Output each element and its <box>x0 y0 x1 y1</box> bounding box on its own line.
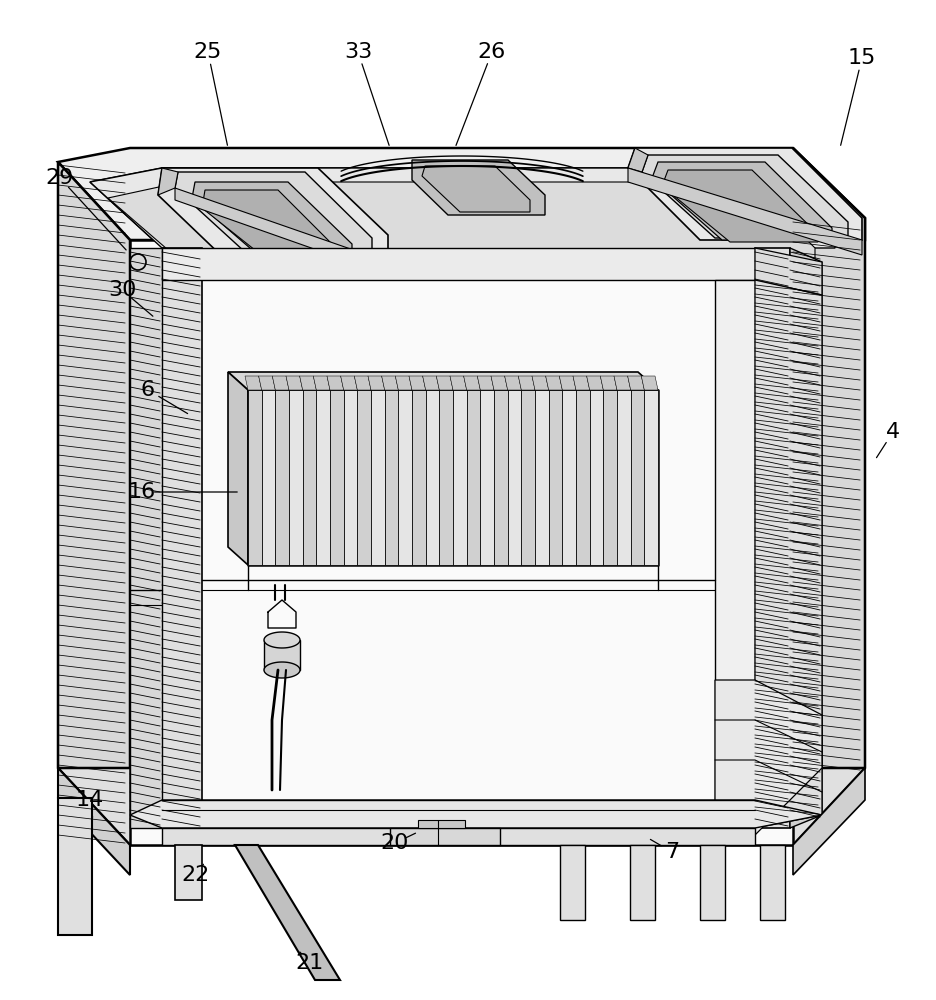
Polygon shape <box>90 168 834 248</box>
Polygon shape <box>130 800 821 828</box>
Polygon shape <box>463 376 480 390</box>
Polygon shape <box>248 390 261 565</box>
Text: 4: 4 <box>885 422 899 442</box>
Polygon shape <box>466 390 480 565</box>
Polygon shape <box>202 190 338 258</box>
Polygon shape <box>235 845 340 980</box>
Text: 25: 25 <box>194 42 222 62</box>
Polygon shape <box>559 376 576 390</box>
Polygon shape <box>425 390 439 565</box>
Polygon shape <box>560 845 584 920</box>
Polygon shape <box>417 820 464 828</box>
Polygon shape <box>651 162 831 240</box>
Polygon shape <box>354 376 371 390</box>
Polygon shape <box>562 390 576 565</box>
Polygon shape <box>371 390 385 565</box>
Polygon shape <box>714 680 821 835</box>
Polygon shape <box>58 798 92 935</box>
Polygon shape <box>275 390 288 565</box>
Polygon shape <box>548 390 562 565</box>
Polygon shape <box>627 168 861 255</box>
Polygon shape <box>662 170 817 242</box>
Polygon shape <box>630 390 644 565</box>
Polygon shape <box>368 376 385 390</box>
Polygon shape <box>227 372 657 390</box>
Polygon shape <box>641 155 847 238</box>
Polygon shape <box>629 845 654 920</box>
Polygon shape <box>412 160 545 215</box>
Text: 16: 16 <box>127 482 156 502</box>
Polygon shape <box>389 828 500 845</box>
Polygon shape <box>759 845 784 920</box>
Polygon shape <box>573 376 589 390</box>
Polygon shape <box>58 768 864 845</box>
Polygon shape <box>261 390 275 565</box>
Polygon shape <box>603 390 616 565</box>
Polygon shape <box>327 376 344 390</box>
Polygon shape <box>408 376 425 390</box>
Polygon shape <box>264 632 300 648</box>
Polygon shape <box>175 172 372 252</box>
Polygon shape <box>754 280 821 828</box>
Polygon shape <box>162 248 754 280</box>
Polygon shape <box>162 828 754 845</box>
Polygon shape <box>344 390 357 565</box>
Polygon shape <box>302 390 316 565</box>
Polygon shape <box>644 390 657 565</box>
Polygon shape <box>714 280 754 828</box>
Polygon shape <box>300 376 316 390</box>
Polygon shape <box>613 376 630 390</box>
Polygon shape <box>341 376 357 390</box>
Text: 7: 7 <box>665 842 679 862</box>
Polygon shape <box>493 390 507 565</box>
Polygon shape <box>480 390 493 565</box>
Polygon shape <box>792 768 864 875</box>
Polygon shape <box>258 376 275 390</box>
Polygon shape <box>385 390 398 565</box>
Polygon shape <box>130 248 162 828</box>
Polygon shape <box>490 376 507 390</box>
Polygon shape <box>58 162 130 845</box>
Polygon shape <box>227 372 248 565</box>
Polygon shape <box>108 182 814 262</box>
Polygon shape <box>395 376 412 390</box>
Text: 21: 21 <box>296 953 324 973</box>
Polygon shape <box>600 376 616 390</box>
Polygon shape <box>412 390 425 565</box>
Polygon shape <box>329 390 344 565</box>
Polygon shape <box>158 168 388 262</box>
Text: 6: 6 <box>140 380 154 400</box>
Polygon shape <box>175 845 202 900</box>
Polygon shape <box>792 148 864 845</box>
Polygon shape <box>285 376 302 390</box>
Polygon shape <box>90 168 834 248</box>
Polygon shape <box>627 376 644 390</box>
Polygon shape <box>244 376 261 390</box>
Polygon shape <box>316 390 329 565</box>
Polygon shape <box>158 168 178 195</box>
Polygon shape <box>58 768 130 875</box>
Polygon shape <box>789 248 821 828</box>
Polygon shape <box>264 662 300 678</box>
Polygon shape <box>175 188 388 275</box>
Polygon shape <box>754 248 821 295</box>
Text: 22: 22 <box>182 865 210 885</box>
Polygon shape <box>518 376 534 390</box>
Text: 20: 20 <box>380 833 409 853</box>
Polygon shape <box>452 390 466 565</box>
Polygon shape <box>520 390 534 565</box>
Polygon shape <box>576 390 589 565</box>
Text: 33: 33 <box>344 42 372 62</box>
Polygon shape <box>313 376 329 390</box>
Polygon shape <box>130 240 792 845</box>
Polygon shape <box>422 376 439 390</box>
Polygon shape <box>439 390 452 565</box>
Polygon shape <box>162 248 202 828</box>
Polygon shape <box>589 390 603 565</box>
Polygon shape <box>505 376 520 390</box>
Polygon shape <box>586 376 603 390</box>
Polygon shape <box>754 248 789 828</box>
Text: 30: 30 <box>108 280 136 300</box>
Polygon shape <box>381 376 398 390</box>
